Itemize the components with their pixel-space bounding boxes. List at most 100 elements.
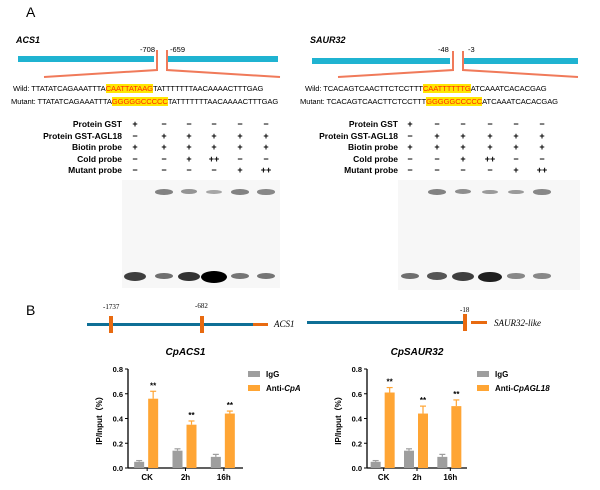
- emsa-lane-symbol: −: [407, 130, 413, 141]
- gene-label: ACS1: [274, 319, 295, 329]
- emsa-lane-symbol: −: [513, 153, 519, 164]
- legend-label: Anti-CpAGL18: [495, 384, 550, 393]
- emsa-row-label: Protein GST-AGL18: [319, 130, 398, 141]
- emsa-lane-symbol: −: [407, 165, 413, 175]
- mutant-sequence: Mutant: TTATATCAGAAATTTAGGGGGCCCCCTATTTT…: [11, 97, 279, 106]
- site-position: -682: [195, 302, 208, 310]
- emsa-lane-symbol: −: [434, 153, 440, 164]
- emsa-lane-symbol: −: [434, 119, 440, 129]
- emsa-lane-symbol: +: [237, 130, 243, 141]
- bar-anti-cpagl18: [451, 406, 462, 468]
- y-tick-label: 0.4: [113, 415, 124, 424]
- emsa-lane-symbol: +: [487, 142, 493, 152]
- emsa-lane-symbol: +: [186, 130, 192, 141]
- shifted-band: [482, 189, 498, 194]
- emsa-lane-symbol: ++: [484, 153, 496, 164]
- legend-swatch: [248, 385, 260, 391]
- bar-igg: [437, 456, 448, 468]
- emsa-lane-symbol: ++: [208, 153, 220, 164]
- free-probe-band: [124, 272, 146, 281]
- emsa-lane-symbol: +: [186, 142, 192, 152]
- emsa-lane-symbol: +: [407, 119, 413, 129]
- free-probe-band: [177, 271, 201, 282]
- y-tick-label: 0.2: [352, 439, 362, 448]
- y-tick-label: 0.4: [352, 415, 363, 424]
- bar-igg: [404, 450, 414, 468]
- y-tick-label: 0.0: [113, 464, 123, 473]
- emsa-lane-symbol: −: [211, 119, 217, 129]
- significance-label: **: [188, 411, 195, 420]
- emsa-lane-symbol: ++: [260, 165, 272, 175]
- position-label: -659: [170, 45, 186, 54]
- wild-sequence: Wild: TTATATCAGAAATTTACAATTATAAGTATTTTTT…: [13, 84, 264, 93]
- emsa-lane-symbol: −: [487, 119, 493, 129]
- free-probe-band: [154, 272, 174, 280]
- emsa-lane-symbol: +: [434, 130, 440, 141]
- acs1-gene-bar: [18, 56, 278, 62]
- saur32-promoter: [307, 321, 465, 324]
- panel-a-label: A: [26, 4, 36, 20]
- emsa-lane-symbol: −: [434, 165, 440, 175]
- emsa-lane-symbol: +: [460, 153, 466, 164]
- saur32-gene-bar: [312, 58, 578, 64]
- emsa-lane-symbol: +: [186, 153, 192, 164]
- free-probe-band: [507, 273, 525, 279]
- free-probe-band: [452, 272, 474, 281]
- emsa-lane-symbol: −: [237, 119, 243, 129]
- emsa-lane-symbol: +: [460, 142, 466, 152]
- y-axis-label: IP/Input（%）: [333, 392, 343, 444]
- shifted-band: [454, 189, 472, 195]
- emsa-lane-symbol: +: [161, 142, 167, 152]
- emsa-lane-symbol: +: [513, 142, 519, 152]
- binding-site-marker: [463, 314, 467, 331]
- emsa-lane-symbol: −: [186, 119, 192, 129]
- emsa-lane-symbol: −: [460, 119, 466, 129]
- emsa-lane-symbol: +: [237, 142, 243, 152]
- panel-b-label: B: [26, 302, 36, 318]
- bar-igg: [210, 456, 221, 468]
- legend-swatch: [477, 385, 489, 391]
- significance-label: **: [420, 396, 427, 405]
- emsa-lane-symbol: −: [263, 119, 269, 129]
- emsa-lane-symbol: +: [161, 130, 167, 141]
- mutant-sequence: Mutant: TCACAGTCAACTTCTCCTTTGGGGGCCCCCAT…: [300, 97, 558, 106]
- free-probe-band: [478, 271, 502, 282]
- mutated-site: GGGGGCCCCC: [111, 97, 168, 106]
- zoom-line: [43, 50, 158, 78]
- emsa-lane-symbol: +: [211, 130, 217, 141]
- emsa-row-label: Cold probe: [77, 153, 122, 164]
- emsa-lane-symbol: −: [161, 153, 167, 164]
- bar-chart-cpacs1: CpACS1 0.0 0.2 0.4 0.6 0.8 IP/Input（%） CK ** 2h **…: [94, 347, 300, 482]
- y-tick-label: 0.2: [113, 439, 123, 448]
- emsa-row-label: Protein GST: [348, 119, 398, 129]
- x-tick-label: 2h: [412, 473, 421, 482]
- emsa-row-label: Biotin probe: [71, 142, 122, 152]
- emsa-lane-symbol: +: [539, 142, 545, 152]
- bar-anti-cpagl18: [384, 392, 395, 468]
- emsa-lane-symbol: −: [263, 153, 269, 164]
- emsa-lane-symbol: −: [487, 165, 493, 175]
- shifted-band: [508, 189, 524, 194]
- legend-label: IgG: [266, 370, 279, 379]
- zoom-line: [337, 51, 454, 78]
- shifted-band: [206, 189, 222, 194]
- emsa-lane-symbol: +: [211, 142, 217, 152]
- emsa-lane-symbol: ++: [536, 165, 548, 175]
- significance-label: **: [387, 378, 394, 387]
- y-axis-label: IP/Input（%）: [94, 392, 104, 444]
- emsa-lane-symbol: −: [237, 153, 243, 164]
- bar-igg: [370, 461, 381, 468]
- free-probe-band: [400, 272, 420, 280]
- emsa-lane-symbol: −: [132, 130, 138, 141]
- x-tick-label: CK: [141, 473, 153, 482]
- emsa-lane-symbol: +: [513, 130, 519, 141]
- shifted-band: [231, 189, 249, 195]
- emsa-lane-symbol: +: [460, 130, 466, 141]
- bar-anti-cpagl18: [148, 398, 159, 468]
- emsa-lane-symbol: +: [263, 130, 269, 141]
- shifted-band: [428, 189, 446, 195]
- free-probe-band: [230, 272, 250, 280]
- x-tick-label: 16h: [443, 473, 457, 482]
- emsa-row-label: Mutant probe: [68, 165, 122, 175]
